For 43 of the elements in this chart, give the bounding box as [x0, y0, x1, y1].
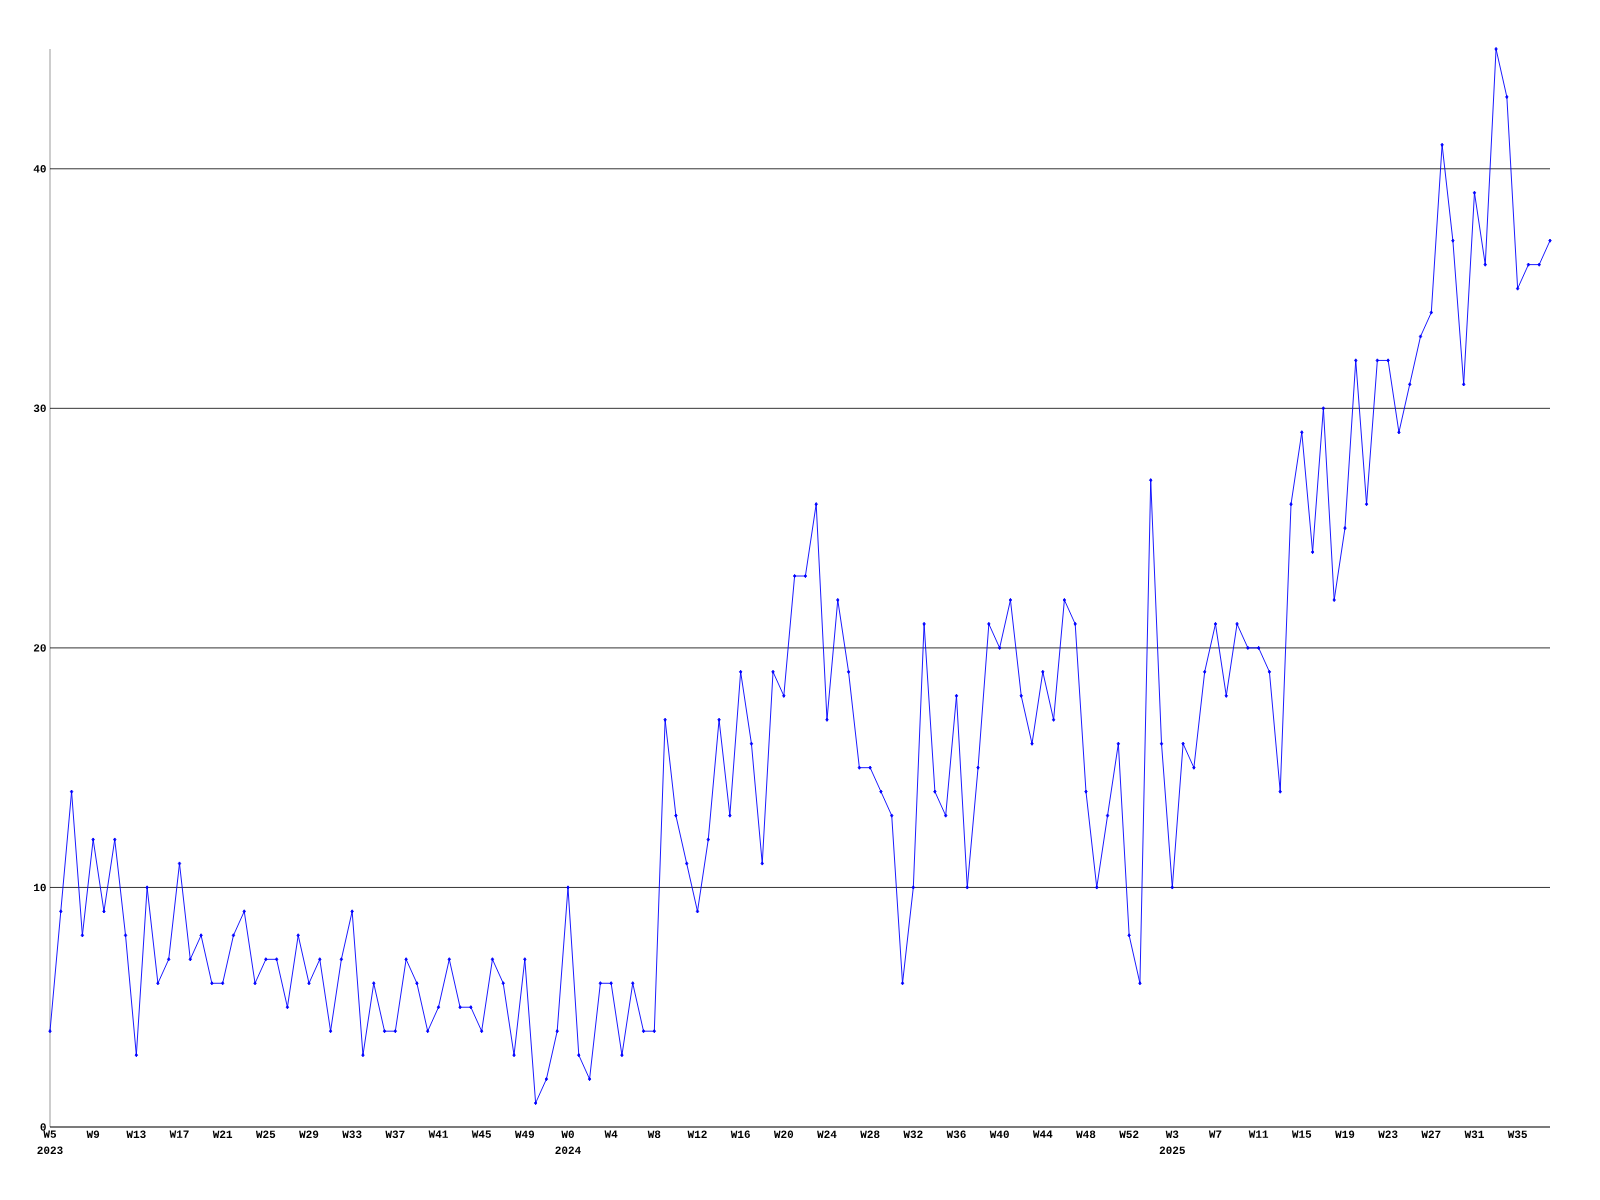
x-tick-label: W7: [1208, 1130, 1222, 1138]
x-tick-label: W16: [730, 1130, 750, 1138]
text: 2023: [37, 1146, 63, 1154]
text: 2025: [1159, 1146, 1185, 1154]
x-tick-label: W11: [1248, 1130, 1269, 1138]
x-tick-label: W8: [647, 1130, 661, 1138]
y-tick-label: 20: [33, 644, 46, 652]
x-tick-label: W15: [1291, 1130, 1312, 1138]
x-tick-label: W28: [860, 1130, 880, 1138]
x-tick-label: W36: [946, 1130, 966, 1138]
x-tick-label: W29: [299, 1130, 319, 1138]
x-tick-label: W31: [1464, 1130, 1484, 1138]
y-tick-label: 30: [33, 404, 46, 413]
x-tick-label: W37: [385, 1130, 405, 1138]
x-tick-label: W0: [561, 1130, 574, 1138]
x-tick-label: W49: [514, 1130, 535, 1138]
x-tick-label: W24: [817, 1130, 837, 1138]
x-tick-label: W5: [43, 1130, 57, 1138]
x-tick-label: W35: [1507, 1130, 1527, 1138]
x-tick-label: W40: [989, 1130, 1009, 1138]
x-tick-label: W45: [471, 1130, 491, 1138]
y-tick-label: 10: [34, 883, 46, 892]
x-tick-label: W25: [255, 1130, 276, 1138]
x-tick-label: W21: [212, 1130, 233, 1138]
x-tick-label: W44: [1032, 1130, 1053, 1138]
text: 2024: [555, 1146, 581, 1154]
x-tick-label: W17: [169, 1130, 189, 1138]
x-tick-label: W23: [1378, 1130, 1398, 1138]
y-tick-label: 40: [33, 165, 46, 173]
x-tick-label: W13: [126, 1130, 146, 1138]
x-tick-label: W3: [1165, 1130, 1179, 1138]
x-tick-label: W9: [86, 1130, 100, 1138]
x-tick-label: W27: [1421, 1130, 1441, 1138]
x-tick-label: W48: [1076, 1130, 1096, 1138]
x-tick-label: W4: [604, 1130, 618, 1138]
x-tick-label: W52: [1119, 1130, 1139, 1138]
x-tick-label: W32: [903, 1130, 923, 1138]
x-tick-label: W41: [428, 1130, 448, 1138]
x-tick-label: W12: [687, 1130, 707, 1138]
y-tick-label: 0: [40, 1123, 46, 1131]
x-tick-label: W20: [773, 1130, 794, 1138]
x-tick-label: W19: [1335, 1130, 1355, 1138]
x-tick-label: W33: [342, 1130, 362, 1138]
